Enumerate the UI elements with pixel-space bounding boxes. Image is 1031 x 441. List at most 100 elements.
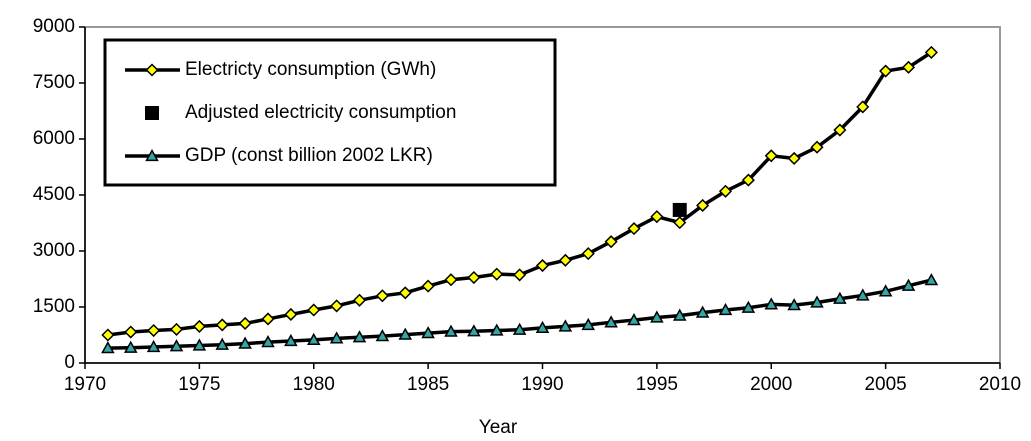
triangle-marker	[810, 295, 824, 308]
diamond-marker	[673, 216, 687, 230]
triangle-marker	[238, 336, 252, 349]
diamond-marker	[215, 318, 229, 332]
diamond-marker	[101, 328, 115, 342]
triangle-marker	[329, 331, 344, 344]
diamond-marker	[856, 100, 870, 114]
triangle-marker	[467, 324, 481, 337]
x-tick-label: 2010	[979, 374, 1021, 395]
triangle-marker	[924, 273, 939, 286]
y-tick-label: 6000	[33, 128, 75, 149]
triangle-marker	[352, 330, 367, 343]
x-tick-label: 2000	[750, 374, 792, 395]
triangle-marker	[787, 298, 801, 311]
triangle-marker	[855, 288, 870, 301]
diamond-marker	[238, 316, 252, 330]
triangle-marker	[901, 278, 916, 291]
legend-label: GDP (const billion 2002 LKR)	[185, 145, 433, 166]
x-tick-label: 1970	[64, 374, 106, 395]
diamond-marker	[901, 60, 916, 74]
diamond-marker	[352, 293, 367, 307]
diamond-marker	[718, 184, 733, 198]
square-marker	[672, 202, 687, 217]
triangle-marker	[101, 341, 115, 354]
y-tick-label: 4500	[33, 184, 75, 205]
diamond-marker	[810, 140, 824, 154]
y-tick-label: 0	[64, 352, 75, 373]
diamond-marker	[192, 319, 206, 333]
triangle-marker	[558, 319, 573, 332]
triangle-marker	[650, 310, 664, 323]
triangle-marker	[421, 326, 435, 339]
triangle-marker	[169, 339, 184, 352]
diamond-marker	[421, 279, 435, 293]
diamond-marker	[513, 268, 527, 282]
triangle-marker	[489, 323, 504, 336]
y-tick-label: 3000	[33, 240, 75, 261]
diamond-marker	[284, 307, 298, 322]
diamond-marker	[627, 222, 641, 236]
x-tick-label: 1995	[636, 374, 678, 395]
triangle-marker	[741, 300, 756, 313]
x-tick-label: 1990	[521, 374, 563, 395]
triangle-marker	[444, 324, 458, 337]
x-tick-label: 1985	[407, 374, 449, 395]
diamond-marker	[490, 267, 504, 281]
series-line	[107, 278, 932, 350]
diamond-marker	[879, 64, 893, 78]
triangle-marker	[833, 291, 847, 304]
triangle-marker	[512, 322, 527, 335]
diamond-marker	[741, 173, 755, 187]
legend-marker	[145, 63, 159, 77]
triangle-marker	[581, 317, 596, 331]
triangle-marker	[764, 297, 779, 310]
y-tick-label: 9000	[33, 16, 75, 37]
diamond-marker	[604, 235, 618, 249]
x-tick-label: 1975	[178, 374, 220, 395]
diamond-marker	[833, 123, 847, 137]
diamond-marker	[375, 289, 389, 303]
diamond-marker	[924, 45, 938, 59]
diamond-marker	[467, 270, 481, 285]
diamond-marker	[764, 149, 778, 163]
diamond-marker	[124, 325, 138, 339]
triangle-marker	[306, 332, 321, 346]
diamond-marker	[650, 210, 664, 224]
x-tick-label: 2005	[864, 374, 906, 395]
triangle-marker	[284, 333, 298, 347]
triangle-marker	[695, 305, 710, 318]
diamond-marker	[581, 247, 595, 261]
triangle-marker	[627, 313, 641, 326]
x-axis-label: Year	[479, 417, 518, 438]
legend-box	[103, 38, 557, 187]
diamond-marker	[398, 286, 412, 300]
legend-marker	[145, 106, 159, 120]
triangle-marker	[398, 327, 413, 340]
triangle-marker	[192, 338, 207, 351]
legend-label: Electricty consumption (GWh)	[185, 59, 436, 80]
y-tick-label: 1500	[33, 296, 75, 317]
x-tick-label: 1980	[293, 374, 335, 395]
triangle-marker	[146, 339, 161, 353]
diamond-marker	[147, 323, 161, 338]
diamond-marker	[535, 258, 550, 273]
triangle-marker	[123, 340, 138, 353]
diamond-marker	[169, 322, 184, 336]
diamond-marker	[558, 253, 572, 267]
triangle-marker	[604, 315, 618, 328]
diamond-marker	[696, 198, 710, 213]
diamond-marker	[261, 312, 275, 326]
triangle-marker	[535, 320, 550, 334]
y-tick-label: 7500	[33, 72, 75, 93]
diamond-marker	[787, 151, 801, 165]
diamond-marker	[330, 299, 344, 313]
legend-marker	[145, 148, 159, 162]
diamond-marker	[444, 273, 458, 287]
triangle-marker	[878, 284, 893, 297]
triangle-marker	[718, 302, 733, 316]
triangle-marker	[215, 337, 230, 350]
diamond-marker	[307, 303, 321, 317]
legend-label: Adjusted electricity consumption	[185, 102, 456, 123]
triangle-marker	[375, 329, 390, 342]
triangle-marker	[672, 308, 687, 321]
